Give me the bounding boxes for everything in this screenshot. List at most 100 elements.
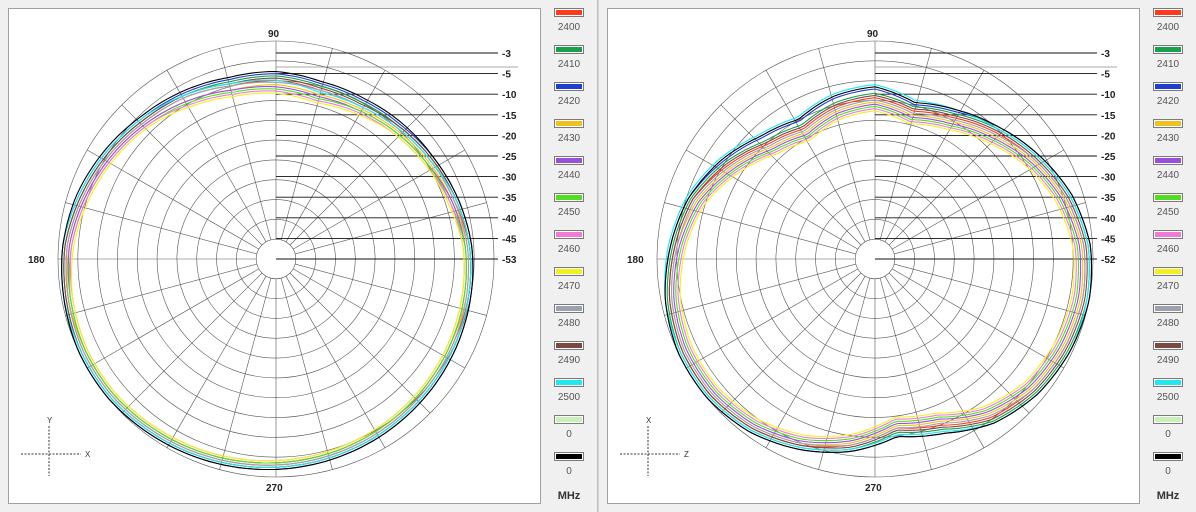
scale-label: -3 (502, 49, 511, 60)
legend-item[interactable]: 2430 (1147, 119, 1193, 155)
scale-label: -20 (502, 131, 517, 142)
legend-item[interactable]: 2440 (548, 156, 594, 192)
grid-spoke (65, 202, 257, 255)
trace-0 (61, 70, 474, 471)
legend-swatch (554, 82, 584, 91)
legend-item[interactable]: 0 (548, 452, 594, 488)
scale-label: -10 (502, 90, 517, 101)
legend-swatch (554, 156, 584, 165)
legend-swatch (1153, 193, 1183, 202)
legend-item[interactable]: 2400 (1147, 8, 1193, 44)
grid-spoke (686, 149, 858, 250)
trace-2430 (670, 101, 1084, 446)
scale-label: -30 (1101, 173, 1116, 184)
angle-label-180: 180 (28, 255, 45, 266)
legend-item[interactable]: 2410 (548, 45, 594, 81)
grid-spoke (888, 104, 1030, 246)
legend-item[interactable]: 2440 (1147, 156, 1193, 192)
legend-item[interactable]: 2500 (1147, 378, 1193, 414)
right-polar-panel: -3 -5 -10 -15 -20 -25 -30 -35 -40 -45 -52 90 180 270 X… (599, 0, 1196, 512)
legend-label: 2480 (557, 318, 581, 329)
legend-swatch (1153, 156, 1183, 165)
grid-spoke (280, 278, 333, 470)
legend-item[interactable]: 2450 (1147, 193, 1193, 229)
legend-label: 2490 (557, 355, 581, 366)
legend-item[interactable]: 0 (548, 415, 594, 451)
legend-item[interactable]: 2480 (548, 304, 594, 340)
legend-swatch (554, 230, 584, 239)
scale-label: -30 (502, 173, 517, 184)
legend-item[interactable]: 0 (1147, 452, 1193, 488)
legend-item[interactable]: 2430 (548, 119, 594, 155)
legend-label: 2400 (557, 22, 581, 33)
trace-0 (664, 86, 1093, 453)
legend-swatch (1153, 452, 1183, 461)
legend-label: 2420 (1156, 96, 1180, 107)
legend-item[interactable]: 2450 (548, 193, 594, 229)
grid-spoke (765, 276, 866, 448)
legend-swatch (554, 45, 584, 54)
legend-swatch (554, 119, 584, 128)
grid-spoke (664, 263, 856, 316)
legend-item[interactable]: 2420 (548, 82, 594, 118)
legend-item[interactable]: 2490 (1147, 341, 1193, 377)
legend-swatch (554, 452, 584, 461)
scale-label: -3 (1101, 49, 1110, 60)
legend-label: 2410 (1156, 59, 1180, 70)
legend-swatch (554, 378, 584, 387)
legend-label: 2430 (1156, 133, 1180, 144)
legend-label: 2400 (1156, 22, 1180, 33)
grid-spoke (295, 263, 487, 316)
right-polar-plot: -3 -5 -10 -15 -20 -25 -30 -35 -40 -45 -52 90 180 270 X… (607, 8, 1140, 504)
legend-item[interactable]: 2490 (548, 341, 594, 377)
legend-label: 2450 (557, 207, 581, 218)
axis-indicator-horizontal-label: X (85, 450, 91, 459)
legend-item[interactable]: 2410 (1147, 45, 1193, 81)
grid-spoke (219, 278, 272, 470)
right-legend: MHz 2400 2410 2420 2430 2440 2450 2460 2470 2480… (1147, 8, 1193, 504)
legend-label: 2490 (1156, 355, 1180, 366)
grid-spoke (295, 202, 487, 255)
grid-spoke (686, 268, 858, 369)
legend-item[interactable]: 0 (1147, 415, 1193, 451)
legend-label: 2450 (1156, 207, 1180, 218)
grid-spoke (166, 70, 267, 242)
grid-spoke (888, 272, 1030, 414)
grid-spoke (280, 48, 333, 240)
grid-spoke (879, 48, 932, 240)
grid-spoke (121, 104, 263, 246)
scale-label: -35 (1101, 193, 1116, 204)
legend-item[interactable]: 2460 (548, 230, 594, 266)
grid-spoke (892, 149, 1064, 250)
trace-2470 (679, 110, 1075, 437)
legend-label: 2410 (557, 59, 581, 70)
scale-label: -10 (1101, 90, 1116, 101)
legend-swatch (1153, 119, 1183, 128)
grid-spoke (720, 104, 862, 246)
scale-label: -45 (502, 234, 517, 245)
legend-item[interactable]: 2400 (548, 8, 594, 44)
trace-2450 (675, 105, 1080, 442)
panel-divider[interactable] (597, 0, 600, 512)
legend-label: 2440 (557, 170, 581, 181)
left-legend: MHz 2400 2410 2420 2430 2440 2450 2460 2470 2480… (548, 8, 594, 504)
trace-2440 (673, 103, 1082, 444)
scale-label: -5 (502, 70, 511, 81)
trace-2480 (670, 99, 1086, 447)
angle-label-270: 270 (865, 483, 882, 494)
legend-item[interactable]: 2470 (548, 267, 594, 303)
legend-item[interactable]: 2470 (1147, 267, 1193, 303)
grid-spoke (87, 268, 259, 369)
legend-item[interactable]: 2420 (1147, 82, 1193, 118)
grid-spoke (293, 149, 465, 250)
legend-item[interactable]: 2480 (1147, 304, 1193, 340)
grid-spoke (65, 263, 257, 316)
legend-item[interactable]: 2500 (548, 378, 594, 414)
angle-label-270: 270 (266, 483, 283, 494)
legend-item[interactable]: 2460 (1147, 230, 1193, 266)
legend-label: 0 (1165, 466, 1171, 477)
legend-swatch (1153, 45, 1183, 54)
angle-label-90: 90 (867, 29, 879, 40)
legend-swatch (554, 193, 584, 202)
left-polar-plot: -3 -5 -10 -15 -20 -25 -30 -35 -40 -45 -53 90 180 270 Y… (8, 8, 541, 504)
